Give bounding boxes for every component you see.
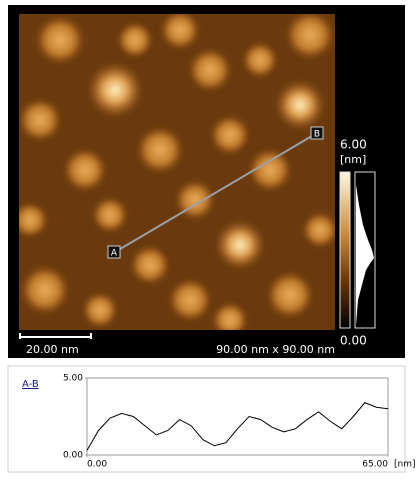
- x-tick-label: 65.00: [362, 460, 388, 470]
- grain: [35, 15, 85, 65]
- afm-image: [19, 14, 335, 330]
- grain: [242, 42, 278, 78]
- grain: [215, 220, 265, 270]
- grain: [188, 48, 232, 92]
- grain: [87, 62, 143, 118]
- grain: [63, 148, 107, 192]
- profile-curve: [86, 402, 389, 451]
- grain: [160, 14, 200, 50]
- x-axis-label: [nm]: [394, 460, 416, 470]
- grain: [248, 148, 292, 192]
- colorbar: [339, 171, 351, 329]
- grain: [19, 202, 48, 238]
- grain: [302, 212, 335, 248]
- marker: [107, 245, 121, 259]
- x-tick-label: 0.00: [87, 460, 107, 470]
- colorbar-min: 0.00: [340, 334, 367, 348]
- grain: [92, 197, 128, 233]
- scale-label: 20.00 nm: [26, 343, 79, 356]
- grain: [285, 14, 335, 60]
- grain: [19, 98, 62, 142]
- grain: [82, 292, 118, 328]
- colorbar-unit: [nm]: [340, 153, 366, 166]
- grain: [212, 302, 248, 330]
- y-tick-label: 0.00: [63, 451, 83, 461]
- grain: [20, 265, 70, 315]
- profile-title: A-B: [22, 379, 39, 390]
- marker: [310, 126, 324, 140]
- grain: [136, 126, 184, 174]
- plot-area: [86, 377, 389, 456]
- histogram: [356, 185, 374, 325]
- grain: [130, 245, 170, 285]
- grain: [117, 22, 153, 58]
- grain: [275, 80, 325, 130]
- marker-label: A: [111, 249, 118, 259]
- size-label: 90.00 nm x 90.00 nm: [216, 343, 335, 356]
- colorbar-max: 6.00: [340, 138, 367, 152]
- grain: [266, 271, 314, 319]
- y-tick-label: 5.00: [63, 374, 83, 384]
- marker-label: B: [314, 130, 320, 140]
- profile-line: [114, 132, 318, 253]
- grain: [168, 278, 212, 322]
- grain: [210, 115, 250, 155]
